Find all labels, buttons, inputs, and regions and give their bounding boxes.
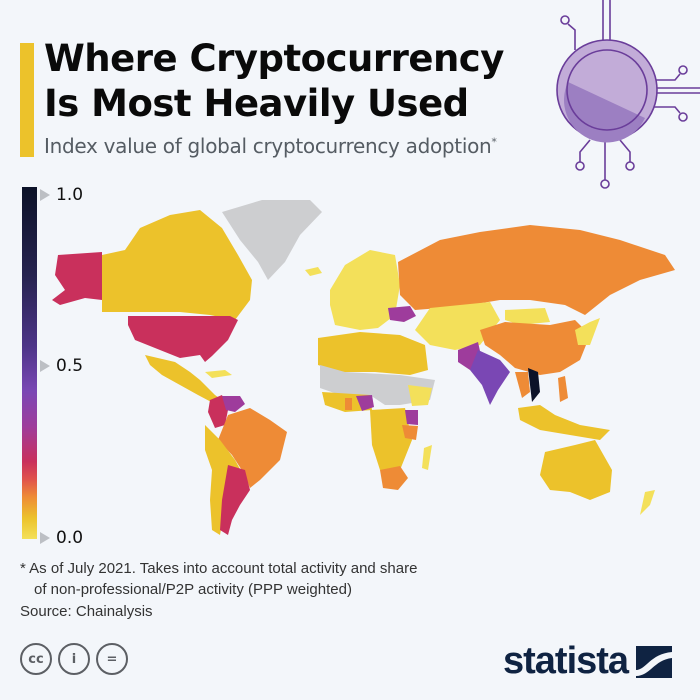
tick-marker-icon [40,360,50,372]
subtitle-asterisk: * [491,135,497,149]
title-accent-bar [20,43,34,157]
tick-label: 0.5 [56,356,84,376]
region-new-zealand [640,490,655,515]
region-argentina [220,465,250,535]
region-indonesia [518,405,610,440]
region-vietnam [528,368,540,402]
region-central-africa [370,408,412,470]
legend-tick-min: 0.0 [40,528,83,548]
region-thailand [515,372,530,398]
region-tanzania [402,425,418,440]
footnote: * As of July 2021. Takes into account to… [20,558,417,600]
footnote-line-2: of non-professional/P2P activity (PPP we… [34,581,352,598]
region-caribbean [205,370,232,378]
region-central-asia [415,302,500,350]
title-line-2: Is Most Heavily Used [44,82,469,125]
region-china [480,320,590,375]
region-venezuela [222,396,245,412]
region-andes [205,425,245,535]
region-north-africa [318,332,428,375]
region-russia [398,225,675,315]
region-europe [330,250,400,330]
region-ukraine [388,306,416,322]
cc-icon[interactable]: cc [20,643,52,675]
region-madagascar [422,445,432,470]
source-label: Source: Chainalysis [20,603,153,620]
region-india [470,350,510,405]
region-greenland [222,200,322,280]
tick-marker-icon [40,189,50,201]
region-alaska [52,252,102,305]
tick-marker-icon [40,532,50,544]
title-line-1: Where Cryptocurrency [44,37,504,80]
statista-mark-icon [636,645,673,678]
world-choropleth-map [52,200,675,535]
region-iceland [305,267,322,276]
region-mongolia [505,308,550,325]
color-scale-bar [22,187,37,539]
region-mexico [145,355,222,404]
region-kenya [405,410,418,425]
nd-equals-icon[interactable]: = [96,643,128,675]
tick-label: 0.0 [56,528,84,548]
crypto-coin-circuit-icon [556,0,700,189]
region-japan-korea [575,318,600,345]
region-canada [102,210,252,320]
legend-tick-max: 1.0 [40,185,83,205]
by-attribution-icon[interactable]: i [58,643,90,675]
region-united-states [128,316,238,362]
region-australia [540,440,612,500]
region-ghana [345,398,352,410]
region-philippines [558,376,568,402]
chart-subtitle: Index value of global cryptocurrency ado… [44,134,497,158]
subtitle-text: Index value of global cryptocurrency ado… [44,134,492,158]
region-horn-africa [408,385,432,406]
footnote-line-1: * As of July 2021. Takes into account to… [20,560,418,577]
region-brazil [218,408,287,488]
license-icons: cc i = [20,643,128,675]
region-south-africa [380,466,408,490]
legend-tick-mid: 0.5 [40,356,83,376]
region-colombia [208,395,228,428]
brand-wordmark: statista [503,640,629,682]
chart-title: Where Cryptocurrency Is Most Heavily Use… [44,36,504,126]
statista-logo[interactable]: statista [503,640,673,683]
region-nigeria [356,395,374,411]
tick-label: 1.0 [56,185,84,205]
